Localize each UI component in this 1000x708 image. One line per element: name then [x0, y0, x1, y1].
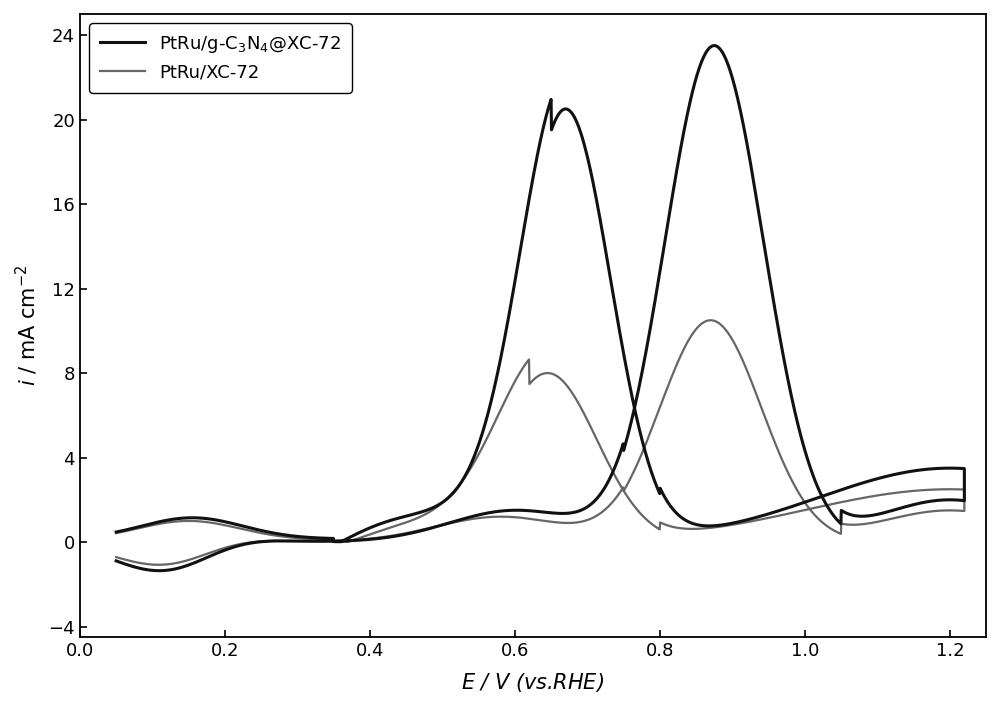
- Y-axis label: $i$ / mA cm$^{-2}$: $i$ / mA cm$^{-2}$: [14, 265, 40, 387]
- PtRu/XC-72: [153, 561, 165, 569]
- PtRu/XC-72: [162, 560, 174, 569]
- PtRu/g-C$_3$N$_4$@XC-72: [916, 465, 928, 474]
- Legend: PtRu/g-C$_3$N$_4$@XC-72, PtRu/XC-72: PtRu/g-C$_3$N$_4$@XC-72, PtRu/XC-72: [89, 23, 352, 93]
- PtRu/g-C$_3$N$_4$@XC-72: [823, 490, 835, 498]
- PtRu/g-C$_3$N$_4$@XC-72: [110, 527, 122, 536]
- PtRu/g-C$_3$N$_4$@XC-72: [837, 485, 849, 493]
- PtRu/XC-72: [705, 316, 717, 324]
- PtRu/XC-72: [246, 538, 258, 547]
- PtRu/XC-72: [574, 518, 586, 526]
- Line: PtRu/XC-72: PtRu/XC-72: [116, 320, 964, 565]
- PtRu/g-C$_3$N$_4$@XC-72: [162, 566, 174, 574]
- PtRu/g-C$_3$N$_4$@XC-72: [153, 566, 165, 575]
- PtRu/g-C$_3$N$_4$@XC-72: [110, 556, 122, 565]
- PtRu/XC-72: [837, 498, 849, 506]
- PtRu/g-C$_3$N$_4$@XC-72: [574, 506, 586, 515]
- PtRu/g-C$_3$N$_4$@XC-72: [246, 539, 258, 547]
- PtRu/g-C$_3$N$_4$@XC-72: [708, 41, 720, 50]
- PtRu/XC-72: [916, 486, 928, 494]
- PtRu/XC-72: [110, 553, 122, 561]
- X-axis label: $E$ / V (vs.RHE): $E$ / V (vs.RHE): [461, 671, 605, 694]
- PtRu/XC-72: [110, 529, 122, 537]
- Line: PtRu/g-C$_3$N$_4$@XC-72: PtRu/g-C$_3$N$_4$@XC-72: [116, 45, 964, 571]
- PtRu/XC-72: [823, 501, 835, 509]
